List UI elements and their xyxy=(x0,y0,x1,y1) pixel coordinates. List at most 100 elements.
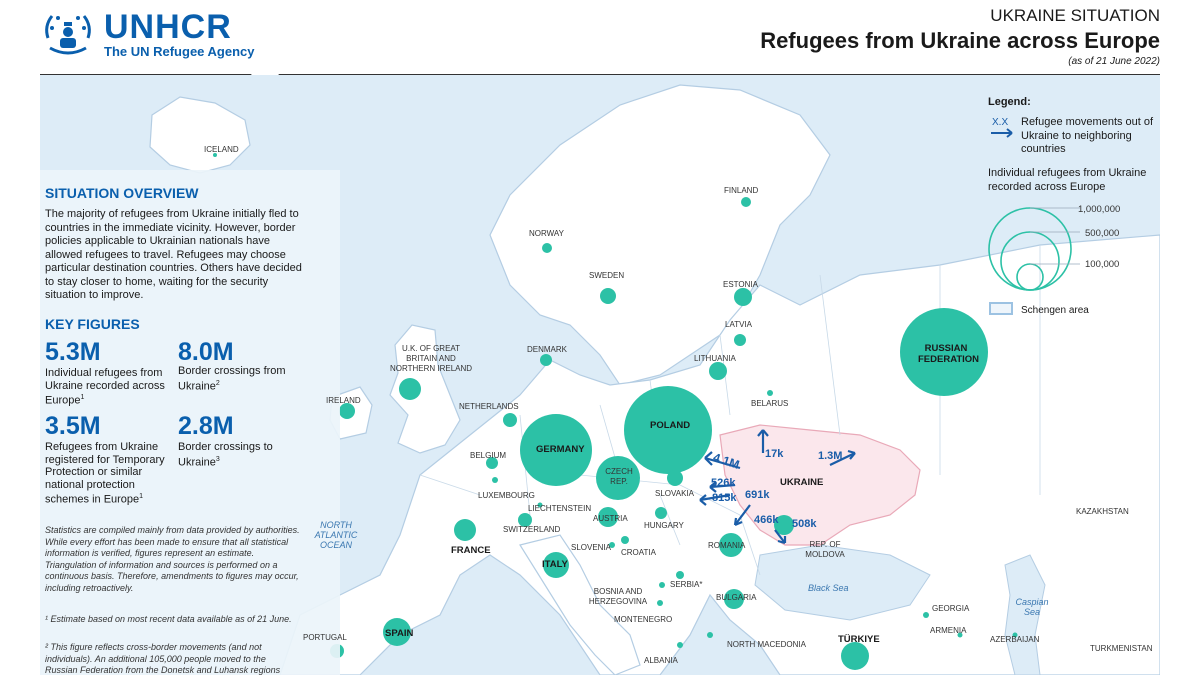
header: UNHCR The UN Refugee Agency UKRAINE SITU… xyxy=(0,0,1200,78)
flow-arrow-russia xyxy=(829,452,856,466)
bubble-italy xyxy=(543,552,569,578)
unhcr-logo: UNHCR The UN Refugee Agency xyxy=(40,6,270,59)
flow-arrow-romania xyxy=(734,504,751,526)
bubble-slovenia xyxy=(609,542,615,548)
figure-note-ref: 2 xyxy=(215,379,220,387)
figure-value: 8.0M xyxy=(178,338,234,366)
org-name: UNHCR xyxy=(104,8,232,46)
label-hungary: HUNGARY xyxy=(644,521,684,530)
flow-label-russia: 1.3M xyxy=(818,450,843,462)
label-kazakhstan: KAZAKHSTAN xyxy=(1076,507,1129,516)
label-turkmenistan: TURKMENISTAN xyxy=(1090,644,1153,653)
legend-arrow-icon xyxy=(991,128,1013,138)
bubble-ireland xyxy=(339,403,355,419)
bubble-albania xyxy=(677,642,683,648)
bubble-norway xyxy=(542,243,552,253)
legend-schengen-swatch xyxy=(989,302,1013,315)
label-switzerland: SWITZERLAND xyxy=(503,525,561,534)
org-subtitle: The UN Refugee Agency xyxy=(104,44,255,59)
page-title: Refugees from Ukraine across Europe xyxy=(760,28,1160,53)
figure-desc-text: Individual refugees from Ukraine recorde… xyxy=(45,367,165,407)
bubble-denmark xyxy=(540,354,552,366)
bubble-slovakia xyxy=(667,470,683,486)
label-belarus: BELARUS xyxy=(751,399,789,408)
refugee-bubbles xyxy=(213,153,1018,670)
figure-desc-text: Border crossings to Ukraine xyxy=(178,441,273,469)
label-france: FRANCE xyxy=(451,545,491,556)
label-czech: CZECH REP. xyxy=(605,467,633,486)
label-black-sea: Black Sea xyxy=(808,583,849,593)
label-poland: POLAND xyxy=(650,420,691,431)
bubble-czech xyxy=(596,456,640,500)
flow-label-romania: 691k xyxy=(745,489,770,501)
label-norway: NORWAY xyxy=(529,229,564,238)
label-iceland: ICELAND xyxy=(204,145,239,154)
bubble-germany xyxy=(520,414,592,486)
label-lithuania: LITHUANIA xyxy=(694,354,736,363)
iceland-shape xyxy=(149,96,251,174)
flow-arrow-slovakia xyxy=(709,483,736,489)
situation-kicker: UKRAINE SITUATION xyxy=(990,6,1160,25)
bubble-north-macedonia xyxy=(707,632,713,638)
label-caspian-sea: Caspian Sea xyxy=(1015,597,1049,617)
figure-desc-text: Refugees from Ukraine registered for Tem… xyxy=(45,441,165,506)
bubble-belgium xyxy=(486,457,498,469)
figure-value: 3.5M xyxy=(45,412,101,440)
bubble-azerbaijan xyxy=(1012,632,1018,638)
bubble-romania xyxy=(719,533,743,557)
key-figures-title: KEY FIGURES xyxy=(45,316,140,332)
figure-value: 5.3M xyxy=(45,338,101,366)
scandinavia-shape xyxy=(489,84,831,386)
bubble-austria xyxy=(598,507,618,527)
black-sea-shape xyxy=(754,544,931,621)
label-ireland: IRELAND xyxy=(326,396,361,405)
label-finland: FINLAND xyxy=(724,186,759,195)
bubble-moldova xyxy=(774,515,794,535)
legend-arrow-text: Refugee movements out of Ukraine to neig… xyxy=(1021,116,1154,155)
header-divider xyxy=(40,74,1160,75)
label-serbia: SERBIA* xyxy=(670,580,703,589)
bubble-switzerland xyxy=(518,513,532,527)
overview-title: SITUATION OVERVIEW xyxy=(45,185,199,201)
bubble-france xyxy=(454,519,476,541)
legend-arrow-label: X.X xyxy=(992,117,1009,128)
figure-desc-text: Border crossings from Ukraine xyxy=(178,365,286,393)
label-latvia: LATVIA xyxy=(725,320,752,329)
label-austria: AUSTRIA xyxy=(593,514,628,523)
footnote-1: ¹ Estimate based on most recent data ava… xyxy=(45,614,292,624)
bubble-bulgaria xyxy=(724,589,744,609)
bubble-hungary xyxy=(655,507,667,519)
label-netherlands: NETHERLANDS xyxy=(459,402,519,411)
bubble-bosnia xyxy=(659,582,665,588)
label-azerbaijan: AZERBAIJAN xyxy=(990,635,1040,644)
date-note: (as of 21 June 2022) xyxy=(1068,56,1160,67)
label-armenia: ARMENIA xyxy=(930,626,967,635)
figure-desc: Border crossings from Ukraine2 xyxy=(178,365,298,393)
unhcr-emblem-icon xyxy=(45,15,91,55)
bubble-liechtenstein xyxy=(537,502,543,508)
info-panel xyxy=(40,170,340,675)
label-sweden: SWEDEN xyxy=(589,271,625,280)
bubble-montenegro xyxy=(657,600,663,606)
figure-note-ref: 3 xyxy=(215,455,220,463)
label-atlantic: NORTH ATLANTIC OCEAN xyxy=(314,520,358,550)
bubble-belarus xyxy=(767,390,773,396)
footnote-2: ² This figure reflects cross-border move… xyxy=(45,642,281,675)
figure-desc: Refugees from Ukraine registered for Tem… xyxy=(45,441,173,506)
label-slovakia: SLOVAKIA xyxy=(655,489,694,498)
label-turkiye: TÜRKIYE xyxy=(838,634,880,645)
legend-scale-500k: 500,000 xyxy=(1085,228,1120,239)
legend-scale-circles xyxy=(988,207,1080,291)
flow-arrow-poland xyxy=(704,456,741,470)
statistics-note: Statistics are compiled mainly from data… xyxy=(45,525,300,593)
figure-desc: Border crossings to Ukraine3 xyxy=(178,441,298,469)
label-croatia: CROATIA xyxy=(621,548,656,557)
label-luxembourg: LUXEMBOURG xyxy=(478,491,535,500)
bubble-finland xyxy=(741,197,751,207)
figure-desc: Individual refugees from Ukraine recorde… xyxy=(45,367,173,407)
label-north-macedonia: NORTH MACEDONIA xyxy=(727,640,806,649)
legend-scale-100k: 100,000 xyxy=(1085,259,1120,270)
flow-arrows xyxy=(699,429,856,545)
label-moldova: REP. OF MOLDOVA xyxy=(805,540,845,559)
legend-title: Legend: xyxy=(988,96,1031,108)
